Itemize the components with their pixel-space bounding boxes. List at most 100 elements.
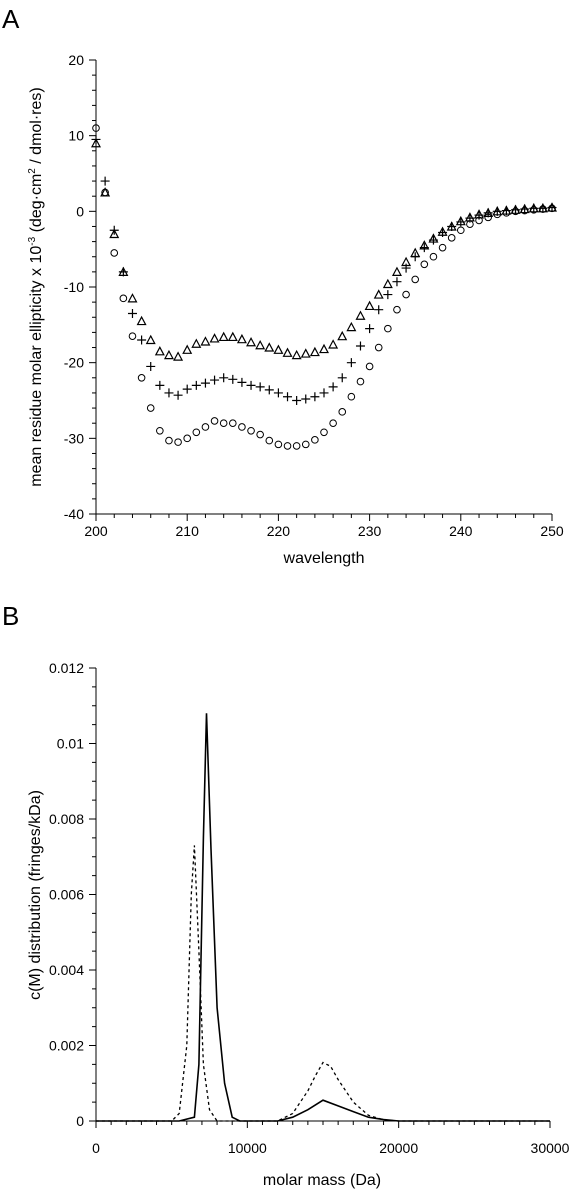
- data-point-triangle: [182, 344, 193, 354]
- data-point-plus: [355, 341, 365, 351]
- data-point-circle: [92, 124, 100, 132]
- panel-b-y-tick-label: 0.006: [49, 887, 84, 903]
- data-point-triangle: [401, 256, 412, 267]
- data-point-circle: [311, 436, 319, 444]
- panel-b-x-tick-label: 30000: [531, 1140, 570, 1156]
- data-point-circle: [283, 442, 292, 450]
- panel-a-y-tick-label: -10: [64, 279, 84, 295]
- panel-a-y-label-units-a: (deg·cm: [28, 174, 45, 237]
- panel-b-y-tick-label: 0.008: [49, 811, 84, 827]
- data-point-plus: [383, 290, 393, 300]
- panel-b-y-tick-label: 0.004: [49, 962, 84, 978]
- data-point-circle: [137, 374, 146, 382]
- data-point-plus: [182, 384, 192, 394]
- data-point-circle: [347, 392, 356, 401]
- data-point-plus: [127, 308, 137, 318]
- data-point-plus: [191, 380, 201, 390]
- panel-b-label: B: [2, 601, 19, 631]
- panel-a-x-tick-label: 250: [540, 523, 564, 539]
- data-point-plus: [137, 335, 147, 345]
- data-point-triangle: [145, 334, 156, 345]
- data-point-plus: [264, 385, 274, 395]
- panel-a-y-tick-label: 10: [68, 128, 84, 144]
- data-point-triangle: [364, 300, 375, 311]
- data-point-triangle: [492, 206, 503, 216]
- panel-a-x-tick-label: 200: [84, 523, 108, 539]
- panel-b-x-tick-label: 20000: [379, 1140, 418, 1156]
- data-point-triangle: [337, 330, 348, 341]
- data-point-circle: [356, 377, 365, 386]
- panel-a-label: A: [2, 4, 20, 34]
- panel-a-y-tick-label: 20: [68, 52, 84, 68]
- data-point-circle: [265, 436, 274, 445]
- data-point-circle: [128, 332, 137, 340]
- panel-b-y-ticks: 0 0.002 0.004 0.006 0.008 0.01 0.012: [49, 660, 96, 1129]
- data-point-triangle: [309, 346, 320, 357]
- data-point-circle: [374, 343, 383, 352]
- data-point-triangle: [355, 310, 366, 320]
- panel-a-x-tick-label: 210: [176, 523, 200, 539]
- panel-a-x-tick-label: 240: [449, 523, 473, 539]
- panel-a-y-tick-label: 0: [76, 203, 84, 219]
- data-point-plus: [146, 361, 156, 371]
- data-point-triangle: [236, 333, 247, 344]
- data-point-triangle: [519, 203, 530, 214]
- data-point-circle: [146, 404, 155, 412]
- dashed-distribution-line: [96, 845, 550, 1122]
- data-point-triangle: [455, 215, 466, 226]
- data-point-circle: [429, 252, 438, 261]
- data-point-plus: [155, 380, 165, 390]
- panel-b-x-tick-label: 0: [92, 1140, 100, 1156]
- data-point-circle: [256, 430, 264, 439]
- data-point-triangle: [419, 240, 430, 250]
- panel-b-x-tick-label: 10000: [228, 1140, 267, 1156]
- panel-b-y-tick-label: 0.01: [57, 736, 84, 752]
- panel-b: B 0 10000 20000 30000 0 0.002 0.004 0.006 0.008…: [2, 601, 570, 1189]
- data-point-triangle: [328, 339, 339, 349]
- data-point-circle: [156, 426, 164, 435]
- data-point-plus: [292, 396, 302, 405]
- data-point-triangle: [291, 349, 302, 360]
- data-point-triangle: [109, 228, 120, 239]
- data-point-triangle: [100, 187, 111, 197]
- data-point-triangle: [547, 202, 557, 212]
- data-point-circle: [229, 419, 237, 428]
- data-point-triangle: [209, 333, 220, 343]
- panel-a-y-label-units-b: / dmol·res): [28, 87, 45, 168]
- data-point-triangle: [218, 331, 229, 342]
- data-point-triangle: [246, 336, 257, 347]
- data-point-triangle: [227, 331, 238, 342]
- data-point-triangle: [264, 342, 275, 352]
- data-point-circle: [219, 419, 228, 428]
- data-point-triangle: [127, 293, 138, 303]
- data-point-plus: [210, 375, 220, 385]
- data-point-circle: [365, 362, 374, 371]
- data-point-circle: [457, 226, 465, 235]
- data-point-circle: [119, 294, 128, 303]
- data-point-triangle: [446, 221, 457, 231]
- data-point-plus: [228, 374, 238, 384]
- data-point-plus: [283, 392, 293, 402]
- panel-b-y-tick-label: 0.002: [49, 1038, 84, 1054]
- data-point-plus: [255, 382, 265, 392]
- data-point-triangle: [537, 203, 548, 213]
- data-point-circle: [247, 426, 255, 435]
- data-point-triangle: [437, 226, 448, 236]
- data-point-plus: [319, 388, 329, 398]
- data-point-circle: [192, 428, 201, 437]
- panel-a-y-label-units-exp: 2: [27, 168, 38, 174]
- data-point-plus: [100, 176, 110, 186]
- data-point-circle: [320, 428, 328, 437]
- data-point-circle: [165, 436, 173, 445]
- panel-a-x-ticks: 200 210 220 230 240 250: [84, 514, 564, 539]
- data-point-plus: [346, 358, 356, 368]
- data-point-circle: [447, 234, 456, 242]
- solid-distribution-line: [96, 713, 550, 1122]
- data-point-triangle: [346, 321, 357, 332]
- panel-a-y-tick-label: -30: [64, 430, 84, 446]
- data-point-triangle: [483, 207, 494, 217]
- panel-b-y-tick-label: 0: [76, 1113, 84, 1129]
- data-point-triangle: [501, 205, 512, 215]
- panel-b-y-tick-label: 0.012: [49, 660, 84, 676]
